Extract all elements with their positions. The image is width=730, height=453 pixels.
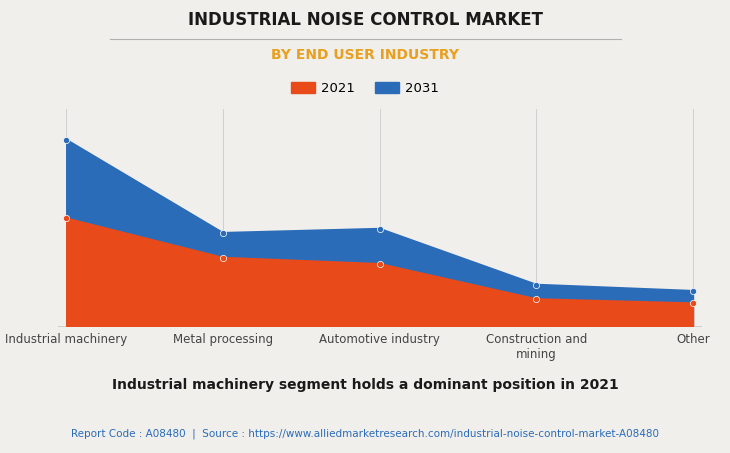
- Text: BY END USER INDUSTRY: BY END USER INDUSTRY: [271, 48, 459, 62]
- Text: INDUSTRIAL NOISE CONTROL MARKET: INDUSTRIAL NOISE CONTROL MARKET: [188, 11, 542, 29]
- Text: Industrial machinery segment holds a dominant position in 2021: Industrial machinery segment holds a dom…: [112, 378, 618, 392]
- Text: Report Code : A08480  |  Source : https://www.alliedmarketresearch.com/industria: Report Code : A08480 | Source : https://…: [71, 428, 659, 439]
- Legend: 2021, 2031: 2021, 2031: [285, 77, 445, 101]
